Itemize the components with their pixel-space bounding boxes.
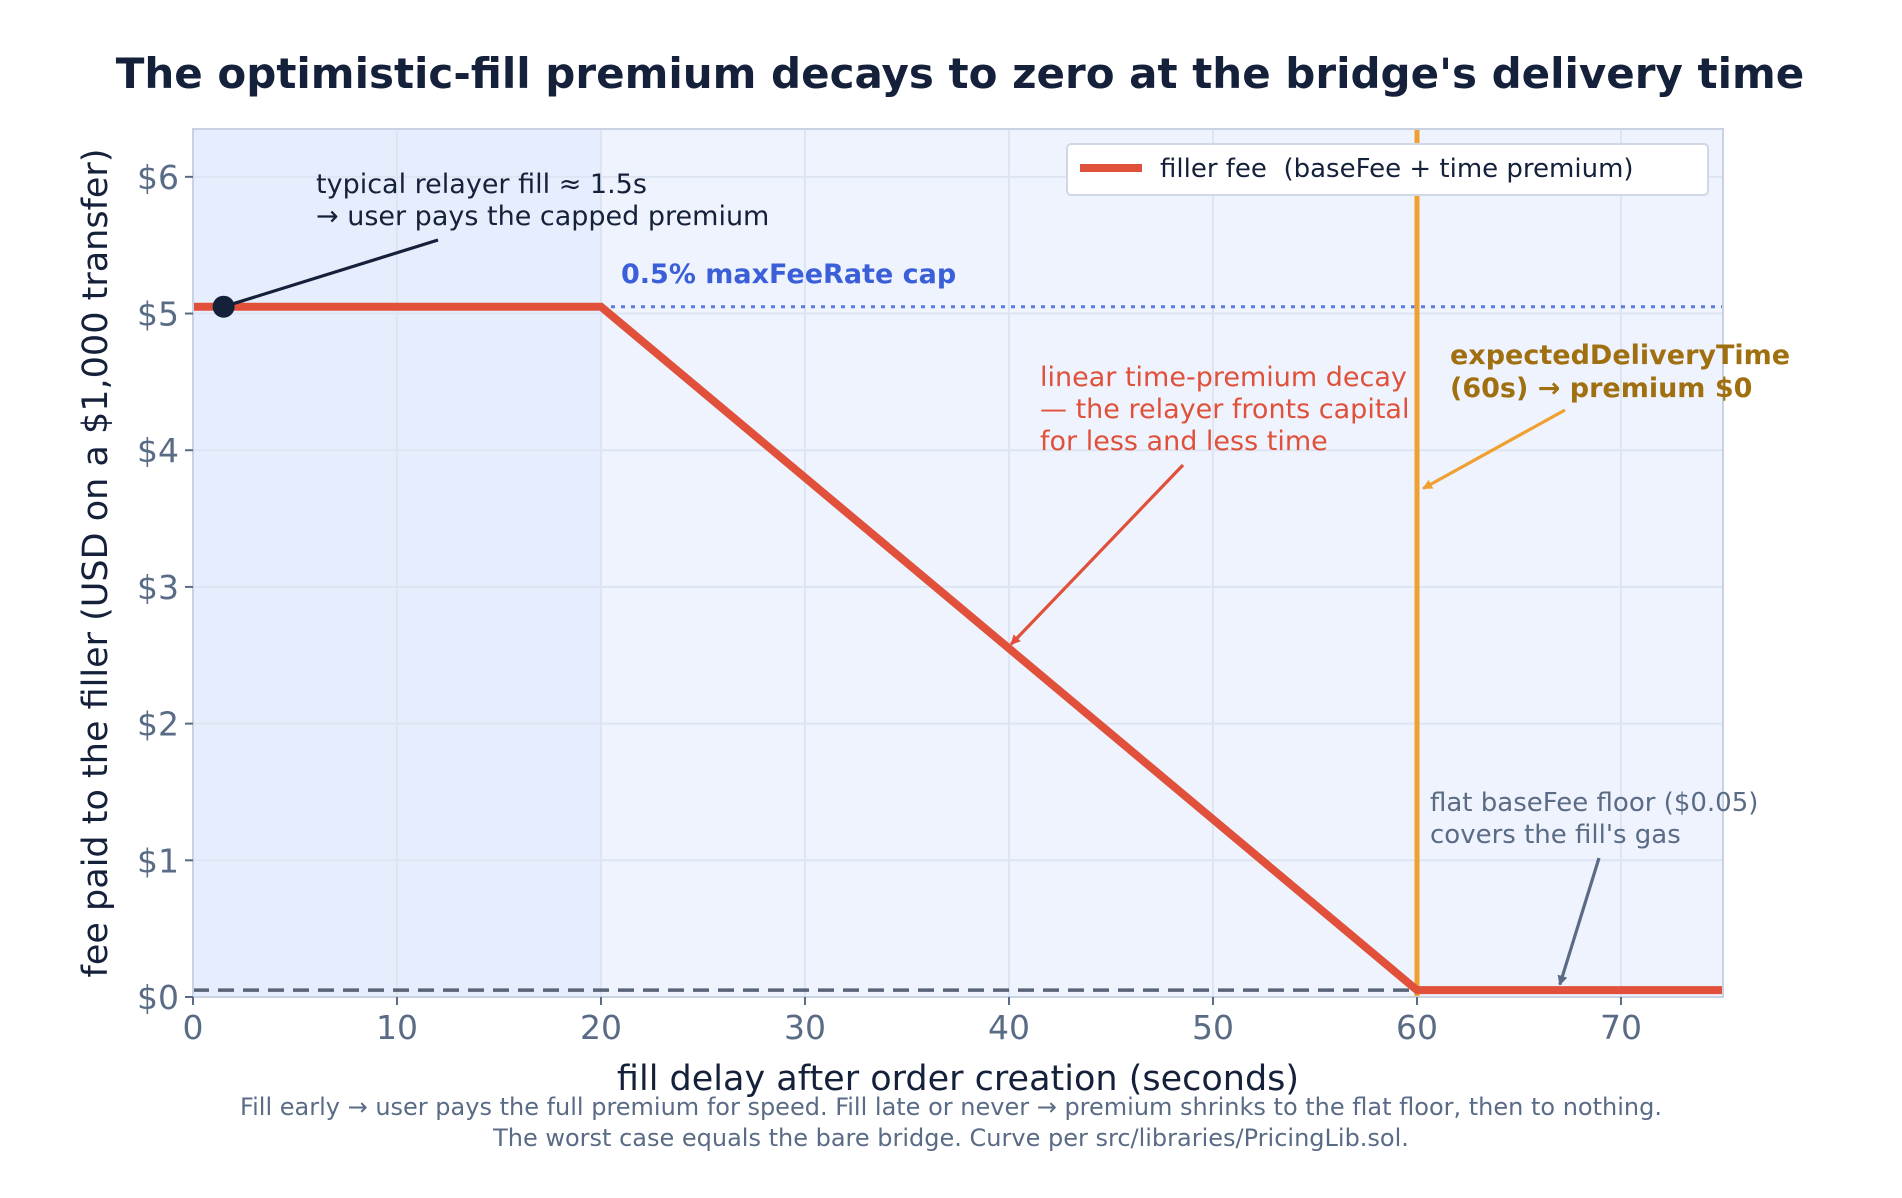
annotation-delivery: expectedDeliveryTime (60s) → premium $0 bbox=[1450, 340, 1790, 404]
y-tick-label: $6 bbox=[137, 158, 179, 197]
annotation-arrow-floor bbox=[1557, 857, 1601, 986]
annotation-line: linear time-premium decay bbox=[1040, 362, 1407, 393]
annotation-arrow-relayer bbox=[222, 238, 439, 309]
annotation-arrow-decay bbox=[1009, 463, 1185, 646]
y-tick-label: $2 bbox=[137, 705, 179, 744]
x-axis-label: fill delay after order creation (seconds… bbox=[617, 1059, 1299, 1099]
y-tick-label: $4 bbox=[137, 431, 179, 470]
caption-line-1: Fill early → user pays the full premium … bbox=[240, 1093, 1662, 1121]
y-tick-label: $5 bbox=[137, 295, 179, 334]
x-tick-label: 30 bbox=[784, 1008, 826, 1047]
legend-label: filler fee (baseFee + time premium) bbox=[1160, 154, 1634, 184]
x-tick-label: 40 bbox=[988, 1008, 1030, 1047]
annotation-relayer: typical relayer fill ≈ 1.5s → user pays t… bbox=[316, 169, 769, 232]
annotation-line: for less and less time bbox=[1040, 426, 1328, 457]
y-axis-label: fee paid to the filler (USD on a $1,000 … bbox=[76, 149, 116, 978]
reference-lines bbox=[193, 129, 1723, 997]
cap-label: 0.5% maxFeeRate cap bbox=[621, 259, 956, 290]
y-tick-label: $3 bbox=[137, 568, 179, 607]
chart-title: The optimistic-fill premium decays to ze… bbox=[116, 49, 1804, 98]
x-tick-label: 20 bbox=[580, 1008, 622, 1047]
annotation-line: covers the fill's gas bbox=[1430, 820, 1681, 850]
legend: filler fee (baseFee + time premium) bbox=[1066, 143, 1709, 196]
x-tick-label: 70 bbox=[1600, 1008, 1642, 1047]
x-tick-label: 0 bbox=[183, 1008, 204, 1047]
annotation-arrow-delivery bbox=[1422, 408, 1566, 490]
annotation-line: flat baseFee floor ($0.05) bbox=[1430, 788, 1758, 818]
annotation-decay: linear time-premium decay — the relayer f… bbox=[1040, 362, 1409, 457]
fee-curve bbox=[193, 302, 1723, 995]
tick-labels: 0 10 20 30 40 50 60 70 $0 $1 $2 $3 $4 $5 $6 bbox=[137, 158, 1642, 1047]
caption-line-2: The worst case equals the bare bridge. C… bbox=[493, 1124, 1409, 1152]
y-tick-label: $1 bbox=[137, 841, 179, 880]
annotation-line: (60s) → premium $0 bbox=[1450, 373, 1752, 404]
x-tick-label: 10 bbox=[376, 1008, 418, 1047]
plot-frame bbox=[192, 128, 1724, 998]
annotation-line: expectedDeliveryTime bbox=[1450, 340, 1790, 371]
x-tick-label: 60 bbox=[1396, 1008, 1438, 1047]
annotations: typical relayer fill ≈ 1.5s → user pays t… bbox=[222, 169, 1790, 986]
legend-box bbox=[1066, 143, 1709, 196]
x-tick-label: 50 bbox=[1192, 1008, 1234, 1047]
annotation-line: → user pays the capped premium bbox=[316, 201, 769, 232]
annotation-line: typical relayer fill ≈ 1.5s bbox=[316, 169, 647, 200]
annotation-line: — the relayer fronts capital bbox=[1040, 394, 1409, 425]
y-tick-label: $0 bbox=[137, 978, 179, 1017]
annotation-floor: flat baseFee floor ($0.05) covers the fil… bbox=[1430, 788, 1758, 850]
